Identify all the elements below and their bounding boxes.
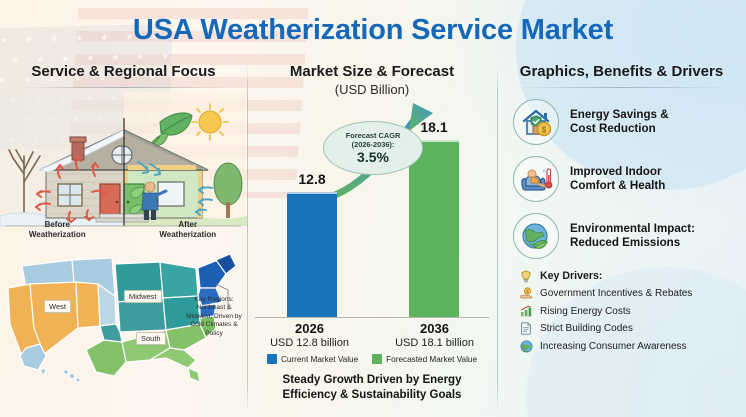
legend-item-forecast: Forecasted Market Value	[372, 354, 477, 364]
svg-text:$: $	[542, 125, 547, 134]
map-label-midwest: Midwest	[124, 290, 162, 303]
benefit-indoor-comfort: Improved Indoor Comfort & Health	[513, 156, 746, 202]
driver-consumer-awareness: Increasing Consumer Awareness	[519, 339, 746, 353]
map-label-west: West	[44, 300, 71, 313]
before-weatherization-label: Before Weatherization	[28, 220, 86, 239]
before-after-labels: Before Weatherization After Weatherizati…	[0, 220, 247, 240]
driver-label-strict-building-codes: Strict Building Codes	[540, 323, 633, 334]
driver-label-rising-energy-costs: Rising Energy Costs	[540, 305, 631, 317]
hand-coin-icon: $	[519, 287, 533, 301]
year-label-2026: 2026	[295, 321, 324, 336]
year-column-2026: 2026 USD 12.8 billion	[247, 321, 372, 349]
bar-forecasted-market-value	[409, 140, 459, 318]
key-drivers-list: Key Drivers: $ Government Incentives & R…	[519, 269, 746, 353]
page-title: USA Weatherization Service Market	[132, 14, 614, 46]
legend-label-forecast: Forecasted Market Value	[386, 354, 478, 364]
forecast-cagr-callout: Forecast CAGR (2026-2036): 3.5%	[323, 121, 423, 175]
right-panel-rule	[511, 87, 732, 88]
year-value-2036: USD 18.1 billion	[395, 337, 474, 349]
cagr-value: 3.5%	[357, 149, 389, 165]
left-panel-rule	[14, 87, 233, 88]
driver-rising-energy-costs: Rising Energy Costs	[519, 304, 746, 318]
legend-item-current: Current Market Value	[266, 354, 359, 364]
leaf-icon	[149, 112, 193, 149]
year-column-2036: 2036 USD 18.1 billion	[372, 321, 497, 349]
driver-label-government-incentives: Government Incentives & Rebates	[540, 288, 693, 299]
chart-footer-text: Steady Growth Driven by Energy Efficienc…	[282, 374, 462, 401]
bar-current-market-value	[287, 192, 337, 318]
benefit-energy-savings: $ Energy Savings & Cost Reduction	[513, 99, 746, 145]
heat-loss-arrows	[35, 156, 107, 223]
chart-legend: Current Market Value Forecasted Market V…	[247, 354, 497, 364]
house-svg	[0, 92, 247, 227]
left-panel-heading: Service & Regional Focus	[31, 63, 216, 80]
column-divider-right	[497, 66, 498, 411]
globe-leaf-icon	[513, 213, 559, 259]
armchair-thermometer-icon	[513, 156, 559, 202]
bar-label-2036: 18.1	[420, 119, 448, 135]
year-value-2026: USD 12.8 billion	[270, 337, 349, 349]
driver-label-consumer-awareness: Increasing Consumer Awareness	[540, 340, 687, 352]
map-key-regions-note: Key Regions: Northeast & Midwest, Driven…	[186, 296, 242, 337]
weatherization-house-illustration: Before Weatherization After Weatherizati…	[0, 92, 247, 242]
cagr-line-2: (2026-2036):	[351, 140, 395, 149]
legend-swatch-current	[266, 354, 277, 364]
key-drivers-heading-row: Key Drivers:	[519, 269, 746, 283]
map-label-south: South	[136, 332, 166, 345]
right-panel-heading: Graphics, Benefits & Drivers	[519, 63, 724, 80]
worker-figure	[141, 181, 168, 220]
cagr-line-1: Forecast CAGR	[345, 131, 401, 140]
legend-swatch-forecast	[372, 354, 383, 364]
benefit-label-energy-savings: Energy Savings & Cost Reduction	[570, 107, 669, 136]
year-label-2036: 2036	[420, 321, 449, 336]
bar-chart-up-icon	[519, 304, 533, 318]
after-weatherization-label: After Weatherization	[159, 220, 217, 239]
lightbulb-icon	[519, 269, 533, 283]
benefit-environmental-impact: Environmental Impact: Reduced Emissions	[513, 213, 746, 259]
sun-icon	[191, 103, 229, 141]
column-divider-left	[247, 66, 248, 411]
globe-icon	[519, 339, 533, 353]
panel-service-regional-focus: Service & Regional Focus	[0, 60, 247, 417]
usa-map-svg	[7, 253, 237, 383]
panel-market-size-forecast: Market Size & Forecast (USD Billion) 12.…	[247, 60, 497, 417]
legend-label-current: Current Market Value	[280, 354, 359, 364]
market-forecast-bar-chart: 12.8 18.1 Forecast CAGR (2026-2036): 3.5…	[247, 103, 497, 318]
house-shield-coin-icon: $	[513, 99, 559, 145]
benefit-label-indoor-comfort: Improved Indoor Comfort & Health	[570, 164, 666, 193]
document-icon	[519, 322, 533, 336]
benefit-label-environmental-impact: Environmental Impact: Reduced Emissions	[570, 221, 695, 250]
bare-tree-icon	[8, 149, 41, 221]
comfort-airflow-arrows	[137, 161, 213, 216]
chart-baseline	[255, 317, 489, 318]
key-drivers-heading: Key Drivers:	[540, 270, 603, 282]
panel-graphics-benefits-drivers: Graphics, Benefits & Drivers $ Energy Sa…	[497, 60, 746, 417]
chart-year-labels: 2026 USD 12.8 billion 2036 USD 18.1 bill…	[247, 321, 497, 349]
center-panel-subheading: (USD Billion)	[334, 82, 410, 97]
svg-text:$: $	[526, 289, 529, 294]
driver-government-incentives: $ Government Incentives & Rebates	[519, 287, 746, 301]
bar-label-2026: 12.8	[298, 171, 326, 187]
tree-green-icon	[213, 162, 243, 218]
center-panel-heading: Market Size & Forecast	[289, 63, 455, 80]
driver-strict-building-codes: Strict Building Codes	[519, 322, 746, 336]
usa-regional-map: West Midwest South Key Regions: Northeas…	[0, 244, 247, 394]
